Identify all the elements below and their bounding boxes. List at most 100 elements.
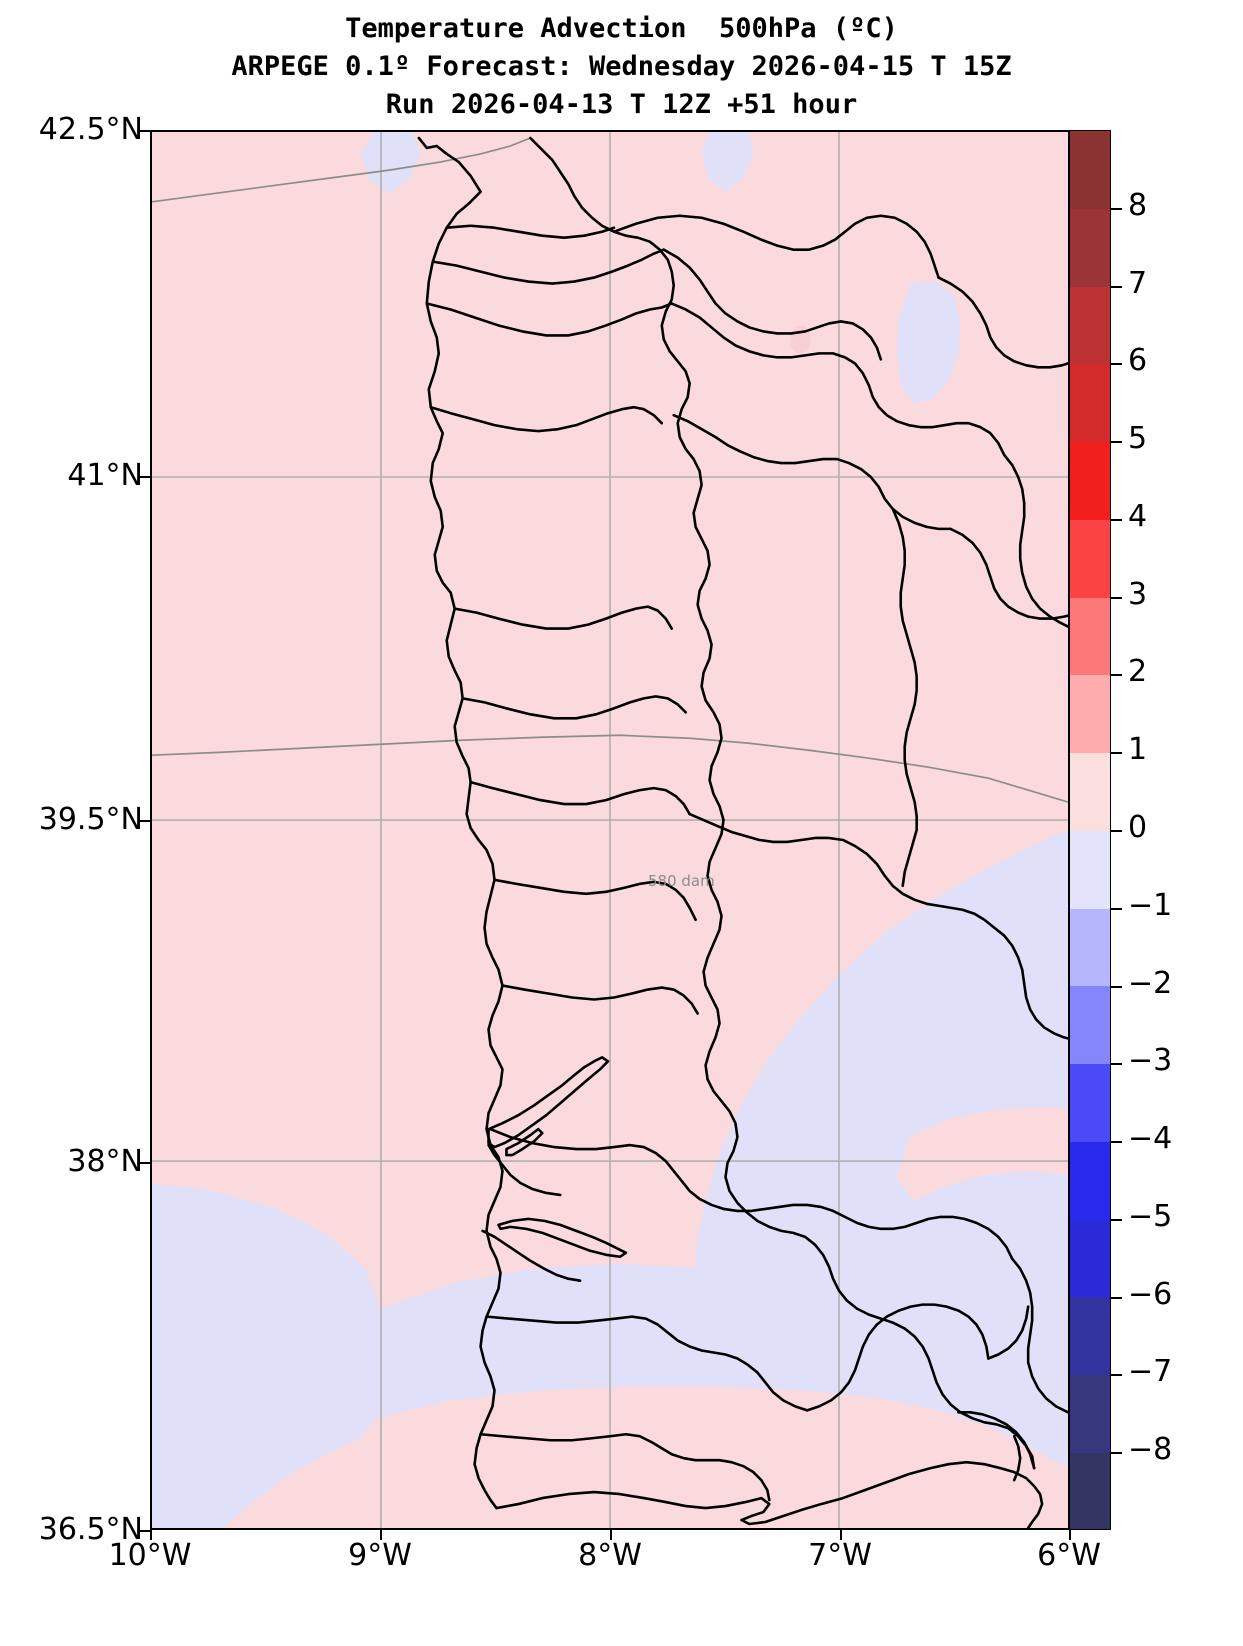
spain-boundary-castilla-2: [672, 413, 952, 531]
colorbar-segment-17: [1070, 1453, 1110, 1529]
colorbar-segment-2: [1070, 286, 1110, 365]
chart-title-line-3: Run 2026-04-13 T 12Z +51 hour: [385, 89, 858, 120]
colorbar-segment-11: [1070, 986, 1110, 1065]
lon-tick-8w: 8°W: [510, 1538, 710, 1573]
lat-tick-label: 38°N: [67, 1144, 143, 1179]
colorbar-tick-label-3: 5: [1128, 421, 1148, 457]
lon-tick-7w: 7°W: [740, 1538, 940, 1573]
lon-tick-mark-9w: [380, 1530, 382, 1540]
lat-tick-38n: 38°N: [0, 1144, 143, 1179]
estuary-tagus-mouth: [487, 1143, 562, 1197]
lon-tick-label: 7°W: [808, 1538, 872, 1573]
peninsula-troia: [481, 1229, 582, 1283]
district-boundary-algarve: [479, 1432, 771, 1502]
lat-tick-label: 41°N: [67, 458, 143, 493]
colorbar[interactable]: [1069, 130, 1111, 1530]
spain-boundary-andalucia-e: [805, 1303, 990, 1412]
spain-boundary-extremadura-e: [891, 507, 918, 888]
colorbar-tick-label-13: −5: [1128, 1198, 1173, 1234]
colorbar-tick-mark-3: [1111, 441, 1122, 444]
colorbar-segment-15: [1070, 1297, 1110, 1376]
advection-shading-cold-n-lobe: [701, 132, 754, 192]
colorbar-tick-mark-4: [1111, 518, 1122, 521]
lat-tick-label: 42.5°N: [38, 112, 143, 147]
spain-boundary-e-1: [993, 926, 1068, 1040]
estuary-tagus: [487, 1056, 610, 1149]
advection-shading-warm-se-streak: [896, 1107, 1068, 1201]
colorbar-segment-6: [1070, 597, 1110, 676]
lat-tick-36-5n: 36.5°N: [0, 1512, 143, 1547]
colorbar-tick-label-0: 8: [1128, 187, 1148, 223]
border-portugal-spain: [529, 136, 1036, 1470]
lat-tick-mark-41n: [140, 476, 150, 478]
spain-boundary-ne-2: [1002, 453, 1068, 628]
lat-tick-mark-42-5n: [140, 130, 150, 132]
colorbar-tick-label-2: 6: [1128, 343, 1148, 379]
coastline-portugal-south: [495, 1460, 1002, 1526]
colorbar-tick-mark-9: [1111, 907, 1122, 910]
colorbar-tick-mark-10: [1111, 985, 1122, 988]
lon-tick-label: 8°W: [578, 1538, 642, 1573]
colorbar-segment-9: [1070, 830, 1110, 909]
lon-tick-9w: 9°W: [280, 1538, 480, 1573]
lat-tick-42-5n: 42.5°N: [0, 112, 143, 147]
coastline-spain-south: [999, 1466, 1044, 1528]
colorbar-tick-label-4: 4: [1128, 498, 1148, 534]
lat-tick-41n: 41°N: [0, 458, 143, 493]
colorbar-tick-label-9: −1: [1128, 887, 1173, 923]
spain-boundary-castilla-1: [670, 302, 1006, 457]
map-plot-area[interactable]: [150, 130, 1070, 1530]
district-boundary-centre-2: [461, 695, 687, 720]
colorbar-tick-mark-16: [1111, 1452, 1122, 1455]
advection-shading-cold-zamora: [896, 281, 961, 404]
lon-tick-label: 9°W: [348, 1538, 412, 1573]
colorbar-tick-mark-0: [1111, 207, 1122, 210]
district-boundary-ribatejo: [501, 984, 699, 1015]
advection-shading-warm-east-interior: [761, 1406, 975, 1517]
colorbar-tick-label-15: −7: [1128, 1354, 1173, 1390]
colorbar-segment-1: [1070, 208, 1110, 287]
colorbar-segment-16: [1070, 1375, 1110, 1454]
colorbar-segment-14: [1070, 1219, 1110, 1298]
lat-tick-mark-36-5n: [140, 1530, 150, 1532]
spain-boundary-ne-3: [949, 527, 1068, 620]
geopotential-contour-580dam: [152, 137, 1068, 803]
colorbar-tick-label-10: −2: [1128, 965, 1173, 1001]
lon-tick-mark-6w: [1069, 1530, 1071, 1540]
coastline-portugal-west: [417, 136, 504, 1510]
spain-boundary-andalucia-n: [722, 1203, 1014, 1261]
district-boundary-north-1: [431, 248, 666, 285]
colorbar-tick-label-12: −4: [1128, 1121, 1173, 1157]
map-coastlines-and-borders: [417, 136, 1068, 1528]
contour-label-580dam: 580 dam: [648, 872, 715, 890]
spain-boundary-extremadura-n: [688, 812, 996, 930]
colorbar-tick-mark-7: [1111, 752, 1122, 755]
colorbar-tick-mark-6: [1111, 674, 1122, 677]
colorbar-tick-mark-8: [1111, 830, 1122, 832]
lat-tick-mark-38n: [140, 1162, 150, 1164]
colorbar-segment-13: [1070, 1141, 1110, 1220]
map-svg: [152, 132, 1068, 1528]
colorbar-tick-label-6: 2: [1128, 654, 1148, 690]
chart-title-line-1: Temperature Advection 500hPa (ºC): [345, 13, 898, 44]
estuary-sado: [497, 1217, 628, 1259]
colorbar-tick-label-5: 3: [1128, 576, 1148, 612]
district-boundary-centre-3: [469, 780, 691, 816]
colorbar-tick-label-11: −3: [1128, 1043, 1173, 1079]
lon-tick-mark-10w: [150, 1530, 152, 1540]
colorbar-tick-mark-5: [1111, 596, 1122, 599]
colorbar-segment-5: [1070, 519, 1110, 598]
district-boundary-north-3: [429, 405, 664, 433]
advection-shading-cold-atlantic-sw: [152, 1183, 380, 1459]
colorbar-segment-0: [1070, 131, 1110, 209]
colorbar-tick-label-16: −8: [1128, 1432, 1173, 1468]
district-boundary-alentejo-n: [489, 1127, 725, 1211]
spain-boundary-inner-se: [987, 1305, 1030, 1360]
district-boundary-centre-1: [453, 605, 674, 630]
colorbar-tick-label-14: −6: [1128, 1276, 1173, 1312]
colorbar-segment-3: [1070, 364, 1110, 443]
colorbar-tick-mark-14: [1111, 1296, 1122, 1299]
district-boundary-north-2: [425, 302, 674, 337]
chart-title-line-2: ARPEGE 0.1º Forecast: Wednesday 2026-04-…: [231, 51, 1012, 82]
